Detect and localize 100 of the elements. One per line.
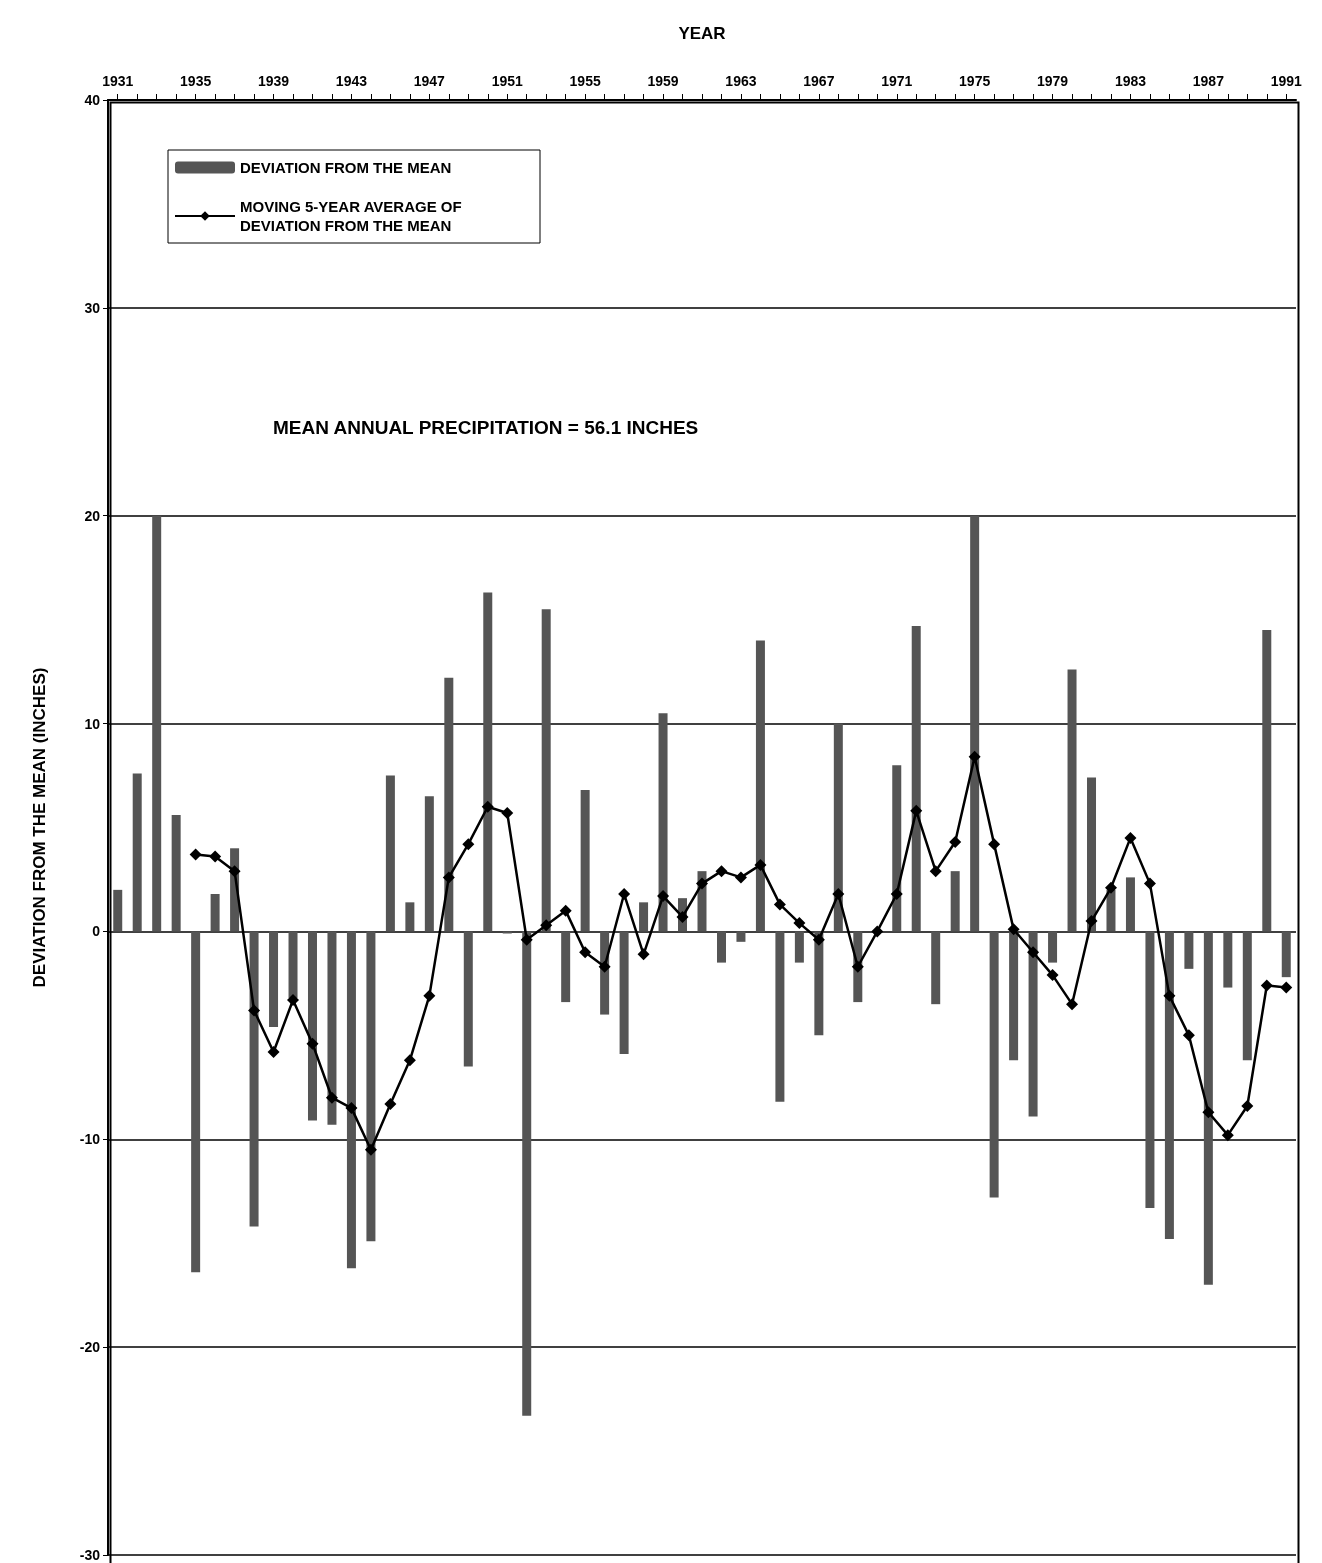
x-tick-label: 1943 [335,73,368,89]
point [1027,946,1040,959]
point [949,836,962,849]
bar [171,815,181,932]
point [1163,989,1176,1002]
bar [463,931,473,1067]
bar [794,931,804,963]
bar [950,871,960,932]
y-tick-label: -20 [79,1339,101,1356]
x-tick-label: 1947 [413,73,446,89]
point [1241,1100,1254,1113]
y-tick-label: 30 [84,299,101,316]
x-tick-label: 1951 [491,73,524,89]
y-tick-label: -30 [79,1547,101,1563]
y-tick-label: 20 [84,507,101,524]
x-tick-label: 1971 [881,73,913,89]
point [1046,969,1059,982]
bar [385,775,395,932]
point [1280,981,1293,994]
point [442,871,455,884]
y-tick-label: 10 [84,715,101,732]
point [501,806,514,819]
point [403,1054,416,1067]
point [1182,1029,1195,1042]
point [773,898,786,911]
point [540,919,553,932]
bar [1009,931,1019,1061]
bar [366,931,376,1242]
point [520,933,533,946]
legend-label: DEVIATION FROM THE MEAN [240,159,452,176]
x-tick-label: 1975 [959,73,991,89]
bar [989,931,999,1198]
bar [483,592,493,932]
point [248,1004,261,1017]
y-axis-title: DEVIATION FROM THE MEAN (INCHES) [30,667,49,988]
bar [1145,931,1155,1208]
point [1202,1106,1215,1119]
bar [1223,931,1233,988]
bar [892,765,902,932]
point [871,925,884,938]
point [851,960,864,973]
bar [522,931,532,1416]
point [657,890,670,903]
point [228,865,241,878]
point [890,888,903,901]
x-tick-label: 1983 [1114,73,1147,89]
bar [444,677,454,932]
bar [1106,889,1116,932]
bar [541,609,551,932]
point [793,917,806,930]
point [209,850,222,863]
point [1085,915,1098,928]
bar [1164,931,1174,1240]
point [1260,979,1273,992]
point [929,865,942,878]
bar [346,931,356,1269]
bar [269,931,279,1028]
x-tick-label: 1991 [1270,73,1303,89]
bar [502,931,512,934]
bar [1184,931,1194,969]
bar [1203,931,1213,1285]
point [384,1097,397,1110]
x-axis-title: YEAR [678,24,726,43]
point [754,858,767,871]
bar [191,931,201,1273]
bar [152,515,162,932]
bar [1125,877,1135,932]
point [598,960,611,973]
bar [288,931,298,998]
bar [639,902,649,932]
point [1104,881,1117,894]
bar [1087,777,1097,932]
bar [424,796,434,932]
bar [814,931,824,1036]
annotation: MEAN ANNUAL PRECIPITATION = 56.1 INCHES [273,417,699,438]
bar [1262,630,1272,932]
point [1221,1129,1234,1142]
bar [327,931,337,1125]
bar [1242,931,1252,1061]
x-tick-label: 1931 [102,73,134,89]
bar [833,723,843,932]
point [715,865,728,878]
point [287,994,300,1007]
y-tick-label: 40 [84,92,101,108]
bar [931,931,941,1005]
bar [911,625,921,932]
x-tick-label: 1963 [725,73,757,89]
point [325,1091,338,1104]
bar [561,931,571,1003]
point [618,888,631,901]
point [423,989,436,1002]
x-tick-label: 1987 [1192,73,1225,89]
x-tick-label: 1935 [180,73,212,89]
point [734,871,747,884]
point [267,1045,280,1058]
bar [1067,669,1077,932]
point [559,904,572,917]
bar [1028,931,1038,1117]
bar [1281,931,1291,978]
point [696,877,708,890]
